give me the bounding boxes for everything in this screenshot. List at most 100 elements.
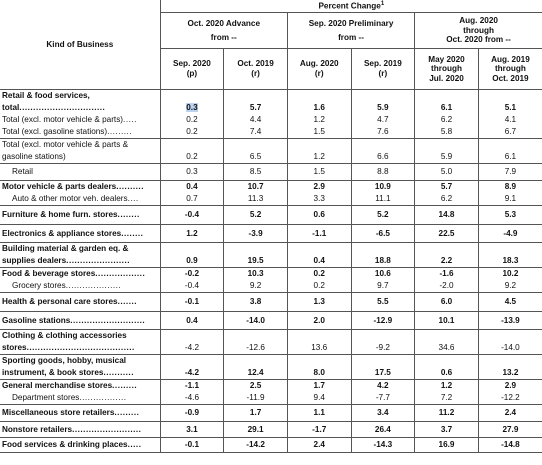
col-sep-2019-r-value: -12.9	[351, 311, 416, 330]
col-aug-oct-2019-value: -14.0	[478, 329, 542, 355]
col-may-jul-2020-value: 0.6	[414, 354, 479, 380]
group-header-sep-2020-preliminary: Sep. 2020 Preliminary from --	[287, 12, 416, 49]
table-body: Retail & food services, total............…	[0, 89, 542, 453]
col-aug-2020-r-value: 1.7 9.4	[287, 379, 352, 405]
col-aug-oct-2019-value: 27.9	[478, 421, 542, 438]
col-oct-2019-r-value: 8.5	[223, 163, 288, 181]
col-sep-2019-r-value: 5.5	[351, 292, 416, 312]
col-aug-oct-2019-value: 5.3	[478, 205, 542, 225]
col-sep-2020-p-value: 0.4 0.7	[160, 180, 225, 206]
col-sep-2020-p-value: -0.9	[160, 404, 225, 422]
col-may-jul-2020-value: 11.2	[414, 404, 479, 422]
col-aug-2020-r-value: 2.0	[287, 311, 352, 330]
table-row: Gasoline stations.......................…	[0, 311, 542, 330]
col-may-jul-2020-value: 16.9	[414, 437, 479, 453]
col-oct-2019-r-value: 19.5	[223, 242, 288, 268]
col-aug-2020-r-value: 1.3	[287, 292, 352, 312]
col-sep-2020-p-value: 0.9	[160, 242, 225, 268]
col-aug-oct-2019-value: 18.3	[478, 242, 542, 268]
col-sep-2020-p-value: 0.4	[160, 311, 225, 330]
col-may-jul-2020-header: May 2020 through Jul. 2020	[414, 48, 479, 90]
col-aug-oct-2019-value: 8.9 9.1	[478, 180, 542, 206]
group-header-aug-oct-2020: Aug. 2020 through Oct. 2020 from --	[414, 12, 542, 49]
table-row: Building material & garden eq. & supplies…	[0, 242, 542, 268]
business-label: Miscellaneous store retailers.........	[0, 404, 161, 422]
col-sep-2020-p-value: 0.3	[160, 163, 225, 181]
col-may-jul-2020-value: 34.6	[414, 329, 479, 355]
col-sep-2020-p-value: -1.1 -4.6	[160, 379, 225, 405]
col-sep-2020-p-value: 0.2	[160, 138, 225, 164]
table-row: Total (excl. motor vehicle & parts & gaso…	[0, 138, 542, 164]
col-aug-oct-2019-value: 6.1	[478, 138, 542, 164]
col-sep-2020-p-value: 0.3 0.2 0.2	[160, 89, 225, 139]
table-row: Retail 0.3 8.5 1.5 8.8 5.0 7.9	[0, 163, 542, 181]
table-row: Food services & drinking places..... -0.1…	[0, 437, 542, 453]
business-label: Health & personal care stores.......	[0, 292, 161, 312]
col-oct-2019-r-value: 1.7	[223, 404, 288, 422]
col-aug-oct-2019-value: 2.9 -12.2	[478, 379, 542, 405]
col-sep-2020-p-value: -0.1	[160, 437, 225, 453]
col-aug-2020-r-value: -1.7	[287, 421, 352, 438]
col-oct-2019-r-header: Oct. 2019 (r)	[223, 48, 288, 90]
col-sep-2019-r-value: 18.8	[351, 242, 416, 268]
col-sep-2020-p-value: -0.1	[160, 292, 225, 312]
col-oct-2019-r-value: 2.5 -11.9	[223, 379, 288, 405]
table-header: Kind of Business Percent Change1 Oct. 20…	[0, 0, 542, 90]
table-row: Nonstore retailers......................…	[0, 421, 542, 438]
col-may-jul-2020-value: 1.2 7.2	[414, 379, 479, 405]
col-aug-2020-r-value: 1.6 1.2 1.5	[287, 89, 352, 139]
table-row: Miscellaneous store retailers......... -0…	[0, 404, 542, 422]
business-label: Electronics & appliance stores........	[0, 224, 161, 243]
table-row: Motor vehicle & parts dealers.......... A…	[0, 180, 542, 206]
business-label: Retail	[0, 163, 161, 181]
col-aug-2020-r-value: 13.6	[287, 329, 352, 355]
col-may-jul-2020-value: 10.1	[414, 311, 479, 330]
business-label: Motor vehicle & parts dealers.......... A…	[0, 180, 161, 206]
business-label: Clothing & clothing accessories stores...…	[0, 329, 161, 355]
business-label: Food & beverage stores..................…	[0, 267, 161, 293]
col-sep-2019-r-value: -6.5	[351, 224, 416, 243]
col-aug-2020-r-value: 1.2	[287, 138, 352, 164]
table-row: General merchandise stores......... Depar…	[0, 379, 542, 405]
col-sep-2020-p-value: -0.4	[160, 205, 225, 225]
col-aug-2020-r-value: 8.0	[287, 354, 352, 380]
business-label: Total (excl. motor vehicle & parts & gaso…	[0, 138, 161, 164]
col-aug-2020-r-value: 1.1	[287, 404, 352, 422]
col-sep-2019-r-value: -9.2	[351, 329, 416, 355]
business-label: Food services & drinking places.....	[0, 437, 161, 453]
percent-change-header: Percent Change1	[160, 0, 542, 13]
col-sep-2019-r-value: -14.3	[351, 437, 416, 453]
col-oct-2019-r-value: -3.9	[223, 224, 288, 243]
table-row: Food & beverage stores..................…	[0, 267, 542, 293]
business-label: Retail & food services, total............…	[0, 89, 161, 139]
col-sep-2020-p-header: Sep. 2020 (p)	[160, 48, 225, 90]
col-may-jul-2020-value: 14.8	[414, 205, 479, 225]
col-oct-2019-r-value: 5.7 4.4 7.4	[223, 89, 288, 139]
col-may-jul-2020-value: -1.6 -2.0	[414, 267, 479, 293]
table-row: Clothing & clothing accessories stores...…	[0, 329, 542, 355]
col-may-jul-2020-value: 6.1 6.2 5.8	[414, 89, 479, 139]
col-oct-2019-r-value: 10.3 9.2	[223, 267, 288, 293]
col-aug-oct-2019-value: -4.9	[478, 224, 542, 243]
col-sep-2019-r-value: 5.2	[351, 205, 416, 225]
col-oct-2019-r-value: -12.6	[223, 329, 288, 355]
col-aug-oct-2019-value: -13.9	[478, 311, 542, 330]
col-sep-2019-r-value: 10.6 9.7	[351, 267, 416, 293]
col-aug-oct-2019-value: -14.8	[478, 437, 542, 453]
col-may-jul-2020-value: 6.0	[414, 292, 479, 312]
col-sep-2020-p-value: 1.2	[160, 224, 225, 243]
col-aug-oct-2019-value: 4.5	[478, 292, 542, 312]
col-oct-2019-r-value: 5.2	[223, 205, 288, 225]
table-row: Electronics & appliance stores........ 1.…	[0, 224, 542, 243]
col-oct-2019-r-value: -14.0	[223, 311, 288, 330]
col-oct-2019-r-value: 6.5	[223, 138, 288, 164]
business-label: Nonstore retailers......................…	[0, 421, 161, 438]
table-row: Retail & food services, total............…	[0, 89, 542, 139]
col-may-jul-2020-value: 5.0	[414, 163, 479, 181]
col-sep-2019-r-value: 17.5	[351, 354, 416, 380]
group-header-oct-2020-advance: Oct. 2020 Advance from --	[160, 12, 288, 49]
col-aug-oct-2019-value: 5.1 4.1 6.7	[478, 89, 542, 139]
col-may-jul-2020-value: 3.7	[414, 421, 479, 438]
col-aug-2020-r-value: 2.9 3.3	[287, 180, 352, 206]
